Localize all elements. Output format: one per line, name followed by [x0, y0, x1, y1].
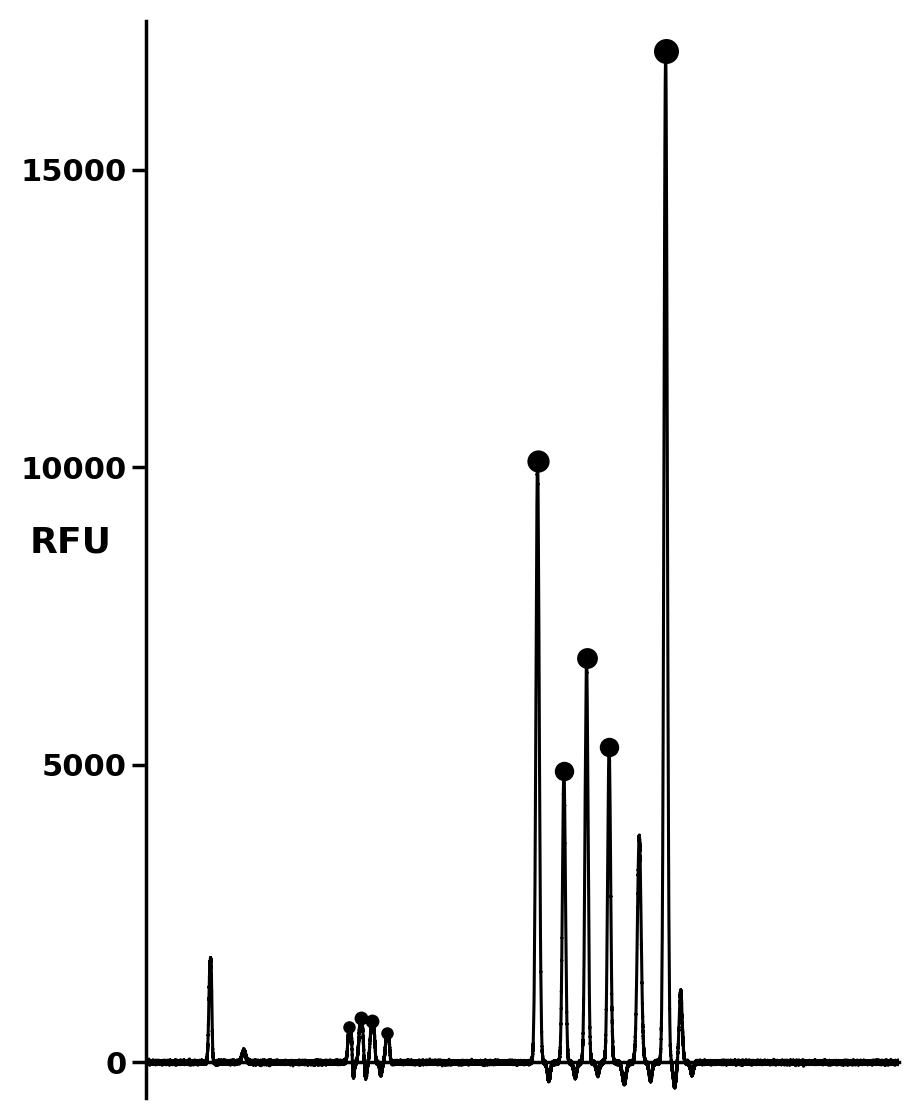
Y-axis label: RFU: RFU — [29, 526, 111, 560]
